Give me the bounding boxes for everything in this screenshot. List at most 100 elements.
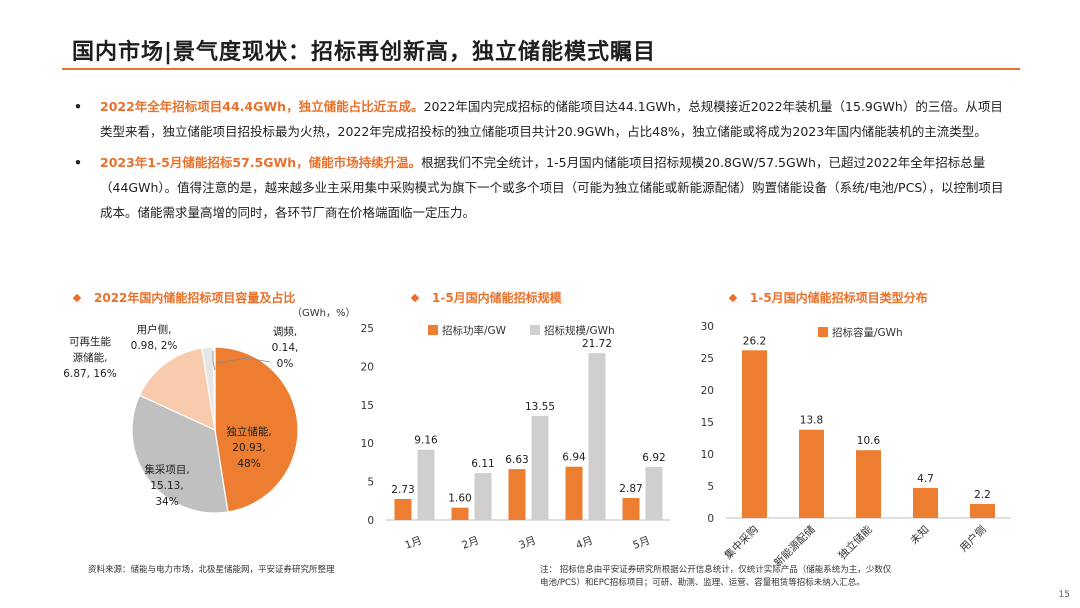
bar-value-label: 4.7 [917, 473, 934, 485]
pie-label-centralized-value: 15.13, [150, 480, 183, 492]
bar-value-label: 1.60 [448, 493, 471, 505]
bar [799, 429, 824, 518]
bar [451, 507, 469, 520]
bullet-item: • 2022年全年招标项目44.4GWh，独立储能占比近五成。2022年国内完成… [74, 94, 1014, 144]
bar-value-label: 13.55 [525, 401, 555, 413]
footnote-line-2: 电池/PCS）和EPC招标项目；可研、勘测、监理、运营、容量租赁等招标未纳入汇总… [540, 578, 865, 588]
pie-label-centralized-pct: 34% [155, 496, 178, 508]
bar [588, 353, 606, 520]
bullet-highlight: 2022年全年招标项目44.4GWh，独立储能占比近五成。 [100, 99, 424, 114]
bar-value-label: 2.73 [391, 484, 414, 496]
pie-label-renewable-value: 6.87, 16% [63, 368, 116, 380]
footnote-line-1: 注： 招标信息由平安证券研究所根据公开信息统计，仅统计实际产品（储能系统为主，少… [540, 565, 892, 575]
diamond-bullet-icon [410, 293, 420, 302]
bar-value-label: 2.87 [619, 483, 642, 495]
bar [565, 466, 583, 520]
bar [856, 450, 881, 518]
bar [645, 466, 663, 520]
leader-line-fm [216, 357, 271, 364]
legend-label-scale: 招标规模/GWh [544, 324, 615, 337]
y-tick-label: 5 [367, 477, 374, 489]
bar [742, 350, 767, 518]
x-tick-label: 未知 [908, 523, 932, 547]
y-tick-label: 25 [361, 323, 374, 335]
type-bar-chart: 0 5 10 15 20 25 30 集中采购 新能源配储 独立储能 未知 用户侧 26.2 13.8 1… [701, 321, 1011, 570]
bullet-text: 2022年国内完成招标的储能项目达44.1GWh，总规模接近2022年装机量（1… [100, 99, 1003, 139]
y-tick-label: 10 [701, 449, 714, 461]
pie-slice [138, 347, 216, 432]
x-tick-label: 5月 [631, 535, 651, 550]
bar-value-label: 26.2 [743, 335, 766, 347]
y-tick-label: 0 [707, 513, 714, 525]
x-tick-label: 1月 [403, 535, 423, 550]
legend-label-power: 招标功率/GW [442, 324, 507, 337]
bullet-dot-icon: • [74, 155, 82, 170]
pie-label-centralized: 集采项目, [144, 463, 189, 476]
pie-chart: 独立储能, 20.93, 48% 集采项目, 15.13, 34% 可再生能 源… [63, 323, 299, 514]
pie-unit-note: （GWh，%） [292, 308, 356, 319]
y-tick-label: 20 [701, 385, 714, 397]
x-tick-label: 3月 [517, 535, 537, 550]
bullet-text: 根据我们不完全统计，1-5月国内储能项目招标规模20.8GW/57.5GWh，已… [100, 155, 1004, 220]
pie-slice [131, 394, 229, 514]
bar [531, 415, 549, 520]
pie-slice [214, 346, 299, 513]
pie-label-independent-value: 20.93, [232, 442, 265, 454]
y-tick-label: 30 [701, 321, 714, 333]
pie-label-renewable: 可再生能 [69, 335, 111, 348]
bar [474, 473, 492, 520]
y-tick-label: 15 [361, 400, 374, 412]
pie-label-user-value: 0.98, 2% [131, 340, 178, 352]
x-tick-label: 用户侧 [957, 523, 988, 554]
bar [622, 498, 640, 520]
pie-label-fm-value: 0.14, [272, 342, 299, 354]
pie-chart-title: 2022年国内储能招标项目容量及占比 [72, 289, 295, 306]
bar-value-label: 13.8 [800, 415, 823, 427]
bar [913, 487, 938, 518]
bullet-item: • 2023年1-5月储能招标57.5GWh，储能市场持续升温。根据我们不完全统… [74, 150, 1014, 225]
bullet-dot-icon: • [74, 99, 82, 114]
pie-label-independent: 独立储能, [226, 425, 271, 438]
bar-value-label: 2.2 [974, 489, 991, 501]
x-tick-label: 集中采购 [722, 523, 761, 562]
source-note: 资料来源：储能与电力市场，北极星储能网，平安证券研究所整理 [88, 565, 335, 575]
legend-swatch-power [428, 325, 438, 335]
title-divider [62, 68, 1020, 70]
bar-value-label: 6.11 [471, 458, 494, 470]
bullet-list: • 2022年全年招标项目44.4GWh，独立储能占比近五成。2022年国内完成… [74, 94, 1014, 225]
y-tick-label: 10 [361, 438, 374, 450]
legend-swatch-capacity [818, 327, 828, 337]
bullet-highlight: 2023年1-5月储能招标57.5GWh，储能市场持续升温。 [100, 155, 422, 170]
bar-value-label: 10.6 [857, 435, 881, 447]
legend-swatch-scale [530, 325, 540, 335]
legend-label-capacity: 招标容量/GWh [832, 326, 903, 339]
x-tick-label: 4月 [574, 535, 594, 550]
bar [417, 449, 435, 520]
diamond-bullet-icon [728, 293, 738, 302]
x-tick-label: 独立储能 [836, 523, 875, 562]
bar-value-label: 21.72 [582, 338, 612, 350]
leader-line-user [212, 351, 216, 371]
y-tick-label: 25 [701, 353, 714, 365]
y-tick-label: 5 [707, 481, 714, 493]
bar [970, 503, 995, 518]
bar-value-label: 9.16 [414, 435, 438, 447]
pie-label-independent-pct: 48% [237, 458, 260, 470]
y-tick-label: 15 [701, 417, 714, 429]
pie-label-fm-pct: 0% [277, 358, 294, 370]
x-tick-label: 2月 [460, 535, 480, 550]
bar-value-label: 6.94 [562, 452, 586, 464]
monthly-bar-chart: 0 5 10 15 20 25 1月 2月 3月 4月 5月 2.73 9.16 1.60 6.11 6.6… [361, 323, 670, 550]
page-number: 15 [1058, 590, 1070, 600]
bar-value-label: 6.63 [505, 454, 528, 466]
bar [394, 499, 412, 520]
pie-label-user: 用户侧, [137, 323, 172, 336]
y-tick-label: 20 [361, 361, 374, 373]
footnote: 注： 招标信息由平安证券研究所根据公开信息统计，仅统计实际产品（储能系统为主，少… [540, 564, 1020, 590]
monthly-chart-title: 1-5月国内储能招标规模 [410, 289, 562, 306]
bar [508, 469, 526, 520]
diamond-bullet-icon [72, 293, 82, 302]
type-chart-title: 1-5月国内储能招标项目类型分布 [728, 289, 928, 306]
x-tick-label: 新能源配储 [771, 523, 818, 570]
pie-label-renewable-line2: 源储能, [73, 351, 108, 364]
